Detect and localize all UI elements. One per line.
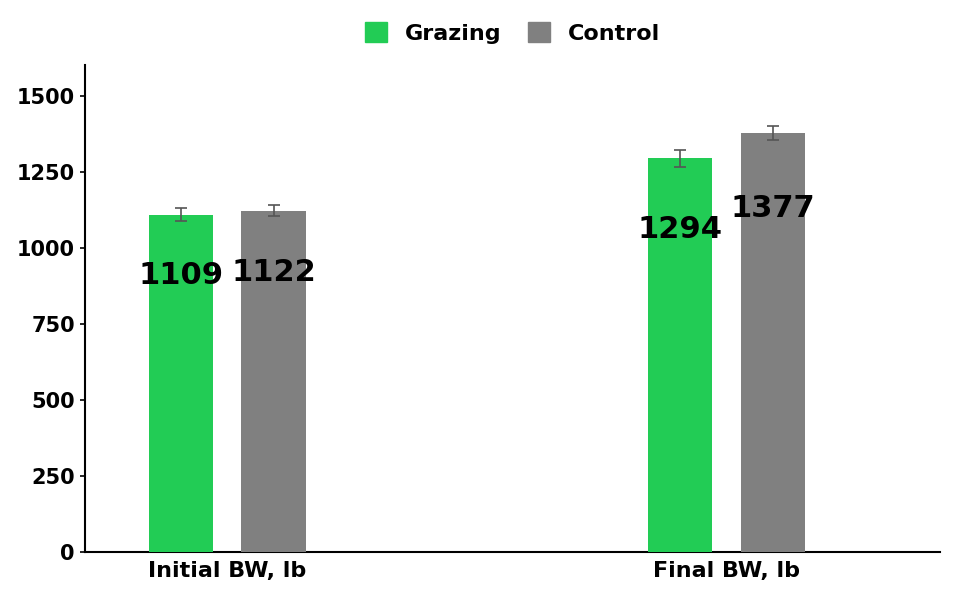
Text: 1294: 1294 (637, 215, 723, 243)
Bar (648, 158, 712, 551)
Bar (241, 210, 305, 551)
Bar (148, 215, 212, 551)
Legend: Grazing, Control: Grazing, Control (356, 13, 669, 53)
Text: 1122: 1122 (232, 258, 316, 286)
Text: 1109: 1109 (138, 261, 223, 290)
Bar (741, 133, 805, 551)
Text: 1377: 1377 (730, 194, 815, 223)
